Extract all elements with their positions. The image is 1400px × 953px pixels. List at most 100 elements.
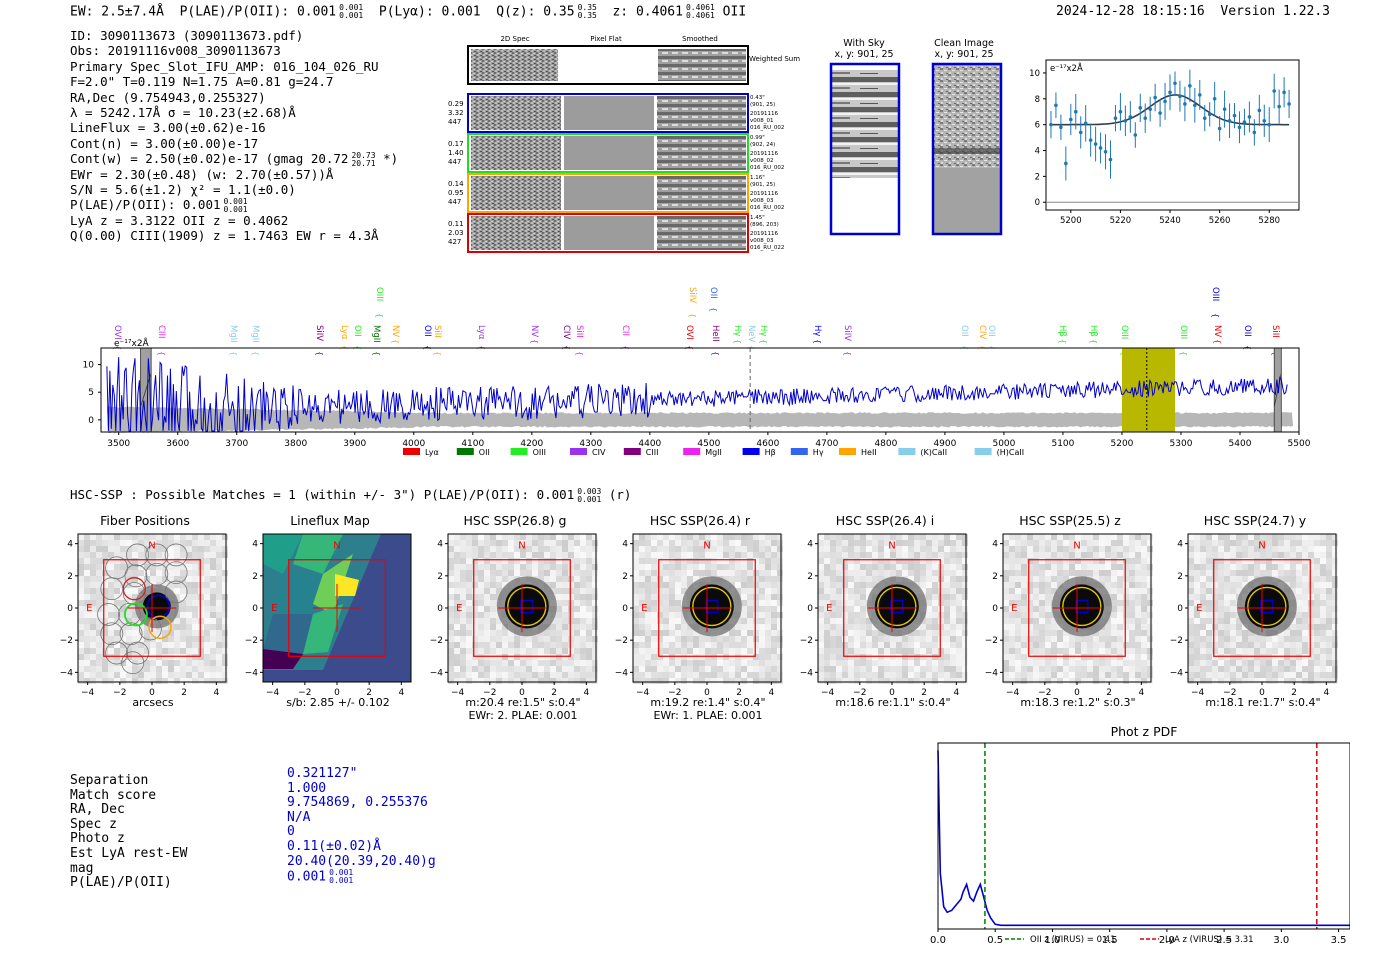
cutout-pixel [102, 636, 108, 642]
cutout-pixel [508, 630, 514, 636]
cutout-pixel [771, 642, 777, 648]
cutout-pixel [1069, 666, 1075, 672]
cutout-pixel [568, 648, 574, 654]
cutout-pixel [84, 534, 90, 540]
legend-swatch [510, 448, 528, 455]
cutout-pixel [562, 606, 568, 612]
cutout-pixel [681, 534, 687, 540]
cutout-pixel [657, 594, 663, 600]
cutout-pixel [914, 570, 920, 576]
cutout-pixel [132, 582, 138, 588]
cutout-pixel [586, 654, 592, 660]
zoom-data-point [1103, 150, 1108, 154]
cutout-pixel [1141, 654, 1147, 660]
cutout-pixel [675, 576, 681, 582]
cutout-pixel [198, 534, 204, 540]
cutout-pixel [592, 618, 598, 624]
cutout-pixel [723, 558, 729, 564]
cutout-pixel [926, 588, 932, 594]
cutout-pixel [1129, 564, 1135, 570]
cutout-pixel [1141, 624, 1147, 630]
cutout-pixel [824, 564, 830, 570]
cutout-pixel [592, 624, 598, 630]
cutout-pixel [818, 612, 824, 618]
cutout-pixel [1284, 552, 1290, 558]
cutout-pixel [645, 564, 651, 570]
cutout-pixel [120, 660, 126, 666]
cutout-pixel [1332, 588, 1338, 594]
cutout-pixel [1123, 558, 1129, 564]
cutout-pixel [1123, 642, 1129, 648]
emission-line-label: Hγ{ [758, 325, 768, 344]
cutout-pixel [126, 618, 132, 624]
cutout-pixel [1326, 660, 1332, 666]
cutout-pixel [1051, 678, 1057, 684]
cutout-pixel [1224, 564, 1230, 570]
detection-info: ID: 3090113673 (3090113673.pdf) Obs: 201… [70, 28, 398, 243]
cutout-pixel [717, 642, 723, 648]
cutout-pixel [914, 576, 920, 582]
cutout-pixel [466, 618, 472, 624]
cutout-pixel [717, 552, 723, 558]
cutout-pixel [1099, 654, 1105, 660]
cutout-pixel [1236, 588, 1242, 594]
cutout-pixel [687, 648, 693, 654]
cutout-pixel [830, 630, 836, 636]
cutout-pixel [484, 642, 490, 648]
cutout-pixel [1027, 582, 1033, 588]
cutout-pixel [675, 594, 681, 600]
cutout-pixel [210, 666, 216, 672]
cutout-pixel [765, 600, 771, 606]
cutout-pixel [633, 654, 639, 660]
cutout-pixel [1236, 654, 1242, 660]
cutout-pixel [84, 588, 90, 594]
cutout-pixel [842, 612, 848, 618]
cutout-pixel [538, 678, 544, 684]
header-z-line: OII [722, 4, 747, 20]
cutout-pixel [222, 600, 228, 606]
cutout-pixel [1332, 672, 1338, 678]
cutout-pixel [90, 576, 96, 582]
zoom-data-point [1143, 116, 1148, 120]
cutout-pixel [586, 534, 592, 540]
cutout-pixel [956, 678, 962, 684]
cutout-pixel [520, 660, 526, 666]
cutout-pixel [562, 582, 568, 588]
cutout-pixel [132, 594, 138, 600]
cutout-pixel [156, 564, 162, 570]
cutout-pixel [633, 618, 639, 624]
cutout-pixel [1021, 570, 1027, 576]
cutout-pixel [1254, 570, 1260, 576]
cutout-pixel [956, 654, 962, 660]
cutout-pixel [1206, 570, 1212, 576]
cutout-pixel [699, 666, 705, 672]
cutout-pixel [854, 558, 860, 564]
cutout-pixel [132, 564, 138, 570]
cutout-pixel [1266, 672, 1272, 678]
cutout-pixel [168, 546, 174, 552]
cutout-pixel [633, 678, 639, 684]
cutout-pixel [448, 564, 454, 570]
cutout-pixel [102, 612, 108, 618]
cutout-pixel [1057, 678, 1063, 684]
cutout-pixel [1033, 648, 1039, 654]
cutout-pixel [216, 540, 222, 546]
cutout-pixel [729, 654, 735, 660]
emission-line-label: CIII{ [156, 325, 166, 356]
cutout-pixel [586, 576, 592, 582]
cutout-pixel [1200, 594, 1206, 600]
full-spectrum-xtick-label: 4100 [461, 439, 484, 449]
cutout-pixel [717, 534, 723, 540]
cutout-pixel [1230, 606, 1236, 612]
cutout-pixel [1302, 588, 1308, 594]
cutout-pixel [592, 552, 598, 558]
info-plae-sup: 0.001 [223, 196, 248, 206]
cutout-pixel [138, 570, 144, 576]
cutout-pixel [1057, 558, 1063, 564]
cutout-pixel [1320, 624, 1326, 630]
cutout-pixel [174, 540, 180, 546]
cutout-pixel [1123, 534, 1129, 540]
cutout-pixel [1302, 594, 1308, 600]
cutout-pixel [1302, 534, 1308, 540]
cutout-pixel [1015, 624, 1021, 630]
